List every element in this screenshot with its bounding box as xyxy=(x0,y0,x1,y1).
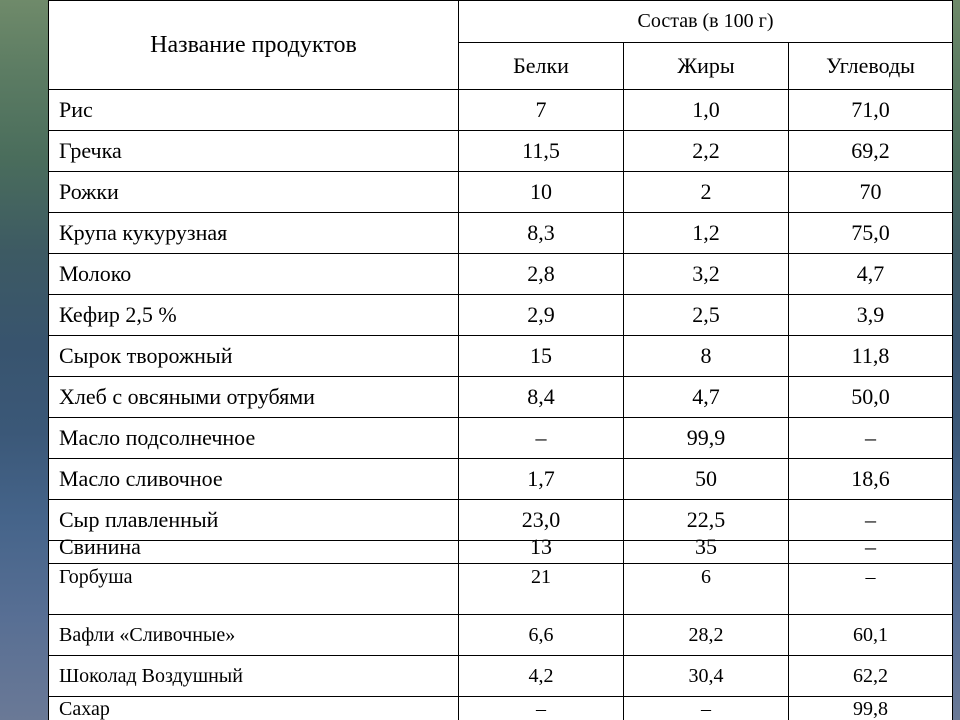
cell-fat: 4,7 xyxy=(624,377,789,418)
cell-fat: 99,9 xyxy=(624,418,789,459)
table-row: Свинина 13 35 – xyxy=(49,541,953,564)
cell-carb: 99,8 xyxy=(789,697,953,720)
cell-protein: 21 xyxy=(459,564,624,615)
cell-carb: – xyxy=(789,541,953,564)
table-row: Масло подсолнечное – 99,9 – xyxy=(49,418,953,459)
table-row: Рожки 10 2 70 xyxy=(49,172,953,213)
cell-carb: 62,2 xyxy=(789,656,953,697)
table-row: Масло сливочное 1,7 50 18,6 xyxy=(49,459,953,500)
page-background: Название продуктов Состав (в 100 г) Белк… xyxy=(0,0,960,720)
cell-fat: 30,4 xyxy=(624,656,789,697)
table-row: Сахар – – 99,8 xyxy=(49,697,953,720)
header-carb: Углеводы xyxy=(789,43,953,90)
table-row: Вафли «Сливочные» 6,6 28,2 60,1 xyxy=(49,615,953,656)
cell-fat: 2,5 xyxy=(624,295,789,336)
cell-name: Хлеб с овсяными отрубями xyxy=(49,377,459,418)
cell-carb: 70 xyxy=(789,172,953,213)
table-row: Крупа кукурузная 8,3 1,2 75,0 xyxy=(49,213,953,254)
cell-carb: 50,0 xyxy=(789,377,953,418)
cell-protein: 7 xyxy=(459,90,624,131)
cell-fat: 2 xyxy=(624,172,789,213)
cell-protein: 8,3 xyxy=(459,213,624,254)
cell-fat: 3,2 xyxy=(624,254,789,295)
cell-fat: 50 xyxy=(624,459,789,500)
header-name: Название продуктов xyxy=(49,1,459,90)
cell-protein: 13 xyxy=(459,541,624,564)
cell-name: Масло сливочное xyxy=(49,459,459,500)
cell-name: Кефир 2,5 % xyxy=(49,295,459,336)
cell-name: Горбуша xyxy=(49,564,459,615)
cell-carb: 11,8 xyxy=(789,336,953,377)
cell-carb: 18,6 xyxy=(789,459,953,500)
cell-name: Сахар xyxy=(49,697,459,720)
cell-protein: 2,9 xyxy=(459,295,624,336)
cell-fat: 1,2 xyxy=(624,213,789,254)
cell-protein: – xyxy=(459,697,624,720)
header-protein: Белки xyxy=(459,43,624,90)
cell-name: Свинина xyxy=(49,541,459,564)
table-row: Горбуша 21 6 – xyxy=(49,564,953,615)
cell-fat: 8 xyxy=(624,336,789,377)
cell-name: Рожки xyxy=(49,172,459,213)
header-fat: Жиры xyxy=(624,43,789,90)
cell-protein: 10 xyxy=(459,172,624,213)
cell-carb: 75,0 xyxy=(789,213,953,254)
header-composition-group: Состав (в 100 г) xyxy=(459,1,953,43)
table-row: Молоко 2,8 3,2 4,7 xyxy=(49,254,953,295)
cell-fat: 2,2 xyxy=(624,131,789,172)
cell-name: Масло подсолнечное xyxy=(49,418,459,459)
table-row: Рис 7 1,0 71,0 xyxy=(49,90,953,131)
cell-name: Гречка xyxy=(49,131,459,172)
cell-protein: 6,6 xyxy=(459,615,624,656)
cell-fat: 28,2 xyxy=(624,615,789,656)
cell-name: Молоко xyxy=(49,254,459,295)
cell-name: Сырок творожный xyxy=(49,336,459,377)
cell-protein: 1,7 xyxy=(459,459,624,500)
cell-fat: 6 xyxy=(624,564,789,615)
cell-protein: 2,8 xyxy=(459,254,624,295)
cell-protein: 15 xyxy=(459,336,624,377)
table-row: Кефир 2,5 % 2,9 2,5 3,9 xyxy=(49,295,953,336)
cell-name: Крупа кукурузная xyxy=(49,213,459,254)
cell-name: Вафли «Сливочные» xyxy=(49,615,459,656)
cell-carb: 71,0 xyxy=(789,90,953,131)
table-row: Шоколад Воздушный 4,2 30,4 62,2 xyxy=(49,656,953,697)
cell-carb: 60,1 xyxy=(789,615,953,656)
table-row: Гречка 11,5 2,2 69,2 xyxy=(49,131,953,172)
table-row: Сырок творожный 15 8 11,8 xyxy=(49,336,953,377)
cell-carb: 3,9 xyxy=(789,295,953,336)
cell-carb: 69,2 xyxy=(789,131,953,172)
cell-protein: 8,4 xyxy=(459,377,624,418)
cell-protein: – xyxy=(459,418,624,459)
cell-carb: – xyxy=(789,564,953,615)
cell-carb: – xyxy=(789,418,953,459)
cell-fat: – xyxy=(624,697,789,720)
nutrition-table: Название продуктов Состав (в 100 г) Белк… xyxy=(48,0,953,720)
cell-name: Рис xyxy=(49,90,459,131)
table-row: Хлеб с овсяными отрубями 8,4 4,7 50,0 xyxy=(49,377,953,418)
cell-protein: 11,5 xyxy=(459,131,624,172)
cell-fat: 35 xyxy=(624,541,789,564)
cell-protein: 4,2 xyxy=(459,656,624,697)
table-body: Рис 7 1,0 71,0 Гречка 11,5 2,2 69,2 Рожк… xyxy=(49,90,953,720)
cell-name: Шоколад Воздушный xyxy=(49,656,459,697)
cell-fat: 1,0 xyxy=(624,90,789,131)
cell-carb: 4,7 xyxy=(789,254,953,295)
table-row: Сыр плавленный 23,0 22,5 – xyxy=(49,500,953,541)
